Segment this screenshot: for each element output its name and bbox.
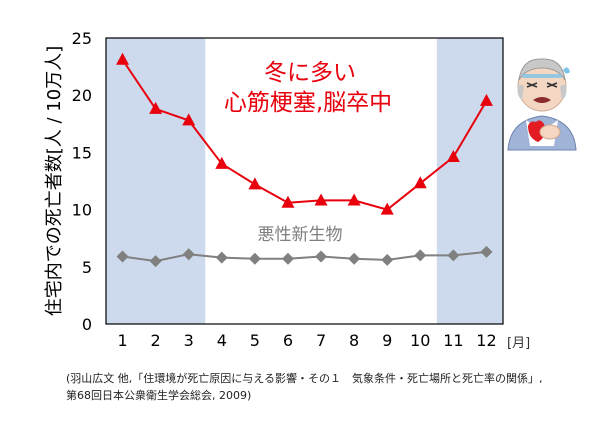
x-tick-label: 1 [117, 331, 127, 350]
elderly-man-chest-pain-icon [507, 58, 577, 151]
y-tick-label: 15 [72, 143, 92, 162]
annotation-cancer: 悪性新生物 [258, 225, 343, 245]
x-tick-label: 10 [410, 331, 430, 350]
data-point-cancer [116, 250, 129, 263]
data-point-cancer [480, 245, 493, 258]
x-tick-label: 6 [283, 331, 293, 350]
data-point-cancer [215, 251, 228, 264]
y-tick-label: 10 [72, 201, 92, 220]
shaded-band-2 [436, 38, 503, 324]
data-point-heart-stroke [182, 113, 196, 126]
x-tick-label: 7 [316, 331, 326, 350]
data-point-heart-stroke [479, 93, 493, 106]
data-point-cancer [315, 250, 328, 263]
x-tick-label: 8 [349, 331, 359, 350]
series-line-heart-stroke [121, 59, 488, 211]
x-tick-label: 9 [382, 331, 392, 350]
data-point-cancer [447, 249, 460, 262]
data-point-heart-stroke [149, 101, 163, 114]
data-point-cancer [348, 252, 361, 265]
x-tick-label: 11 [443, 331, 463, 350]
y-tick-label: 25 [72, 29, 92, 48]
data-point-cancer [414, 249, 427, 262]
citation-line-1: (羽山広文 他,「住環境が死亡原因に与える影響・その１ 気象条件・死亡場所と死亡… [66, 371, 542, 385]
x-tick-label: 2 [151, 331, 161, 350]
y-axis-label: 住宅内での死亡者数[人 / 10万人] [44, 46, 65, 316]
x-tick-label: 12 [476, 331, 496, 350]
y-tick-labels: 0 5 10 15 20 25 [72, 29, 92, 334]
shaded-band-1 [106, 38, 206, 324]
axes [105, 37, 504, 325]
data-point-heart-stroke [314, 193, 328, 206]
data-point-cancer [281, 252, 294, 265]
y-tick-label: 0 [82, 315, 92, 334]
annotation-winter: 冬に多い [264, 60, 356, 86]
data-point-heart-stroke [413, 176, 427, 189]
data-point-cancer [149, 255, 162, 268]
shaded-bands [106, 38, 503, 324]
data-point-cancer [248, 252, 261, 265]
x-tick-labels: 1 2 3 4 5 6 7 8 9 10 11 12 [117, 331, 496, 350]
series-group [116, 52, 493, 268]
data-point-heart-stroke [380, 202, 394, 215]
annotation-heart-stroke: 心筋梗塞,脳卒中 [224, 90, 392, 116]
data-point-cancer [182, 248, 195, 261]
y-tick-label: 20 [72, 86, 92, 105]
x-unit-label: [月] [507, 336, 530, 351]
data-point-heart-stroke [347, 193, 361, 206]
data-point-heart-stroke [215, 156, 229, 169]
y-tick-label: 5 [82, 258, 92, 277]
data-point-heart-stroke [248, 177, 262, 190]
citation-line-2: 第68回日本公衆衛生学会総会, 2009) [66, 388, 251, 402]
x-tick-label: 4 [217, 331, 227, 350]
x-tick-label: 3 [184, 331, 194, 350]
plot-frame [105, 37, 504, 325]
data-point-heart-stroke [446, 149, 460, 162]
x-tick-label: 5 [250, 331, 260, 350]
data-point-heart-stroke [116, 52, 130, 65]
data-point-heart-stroke [281, 195, 295, 208]
data-point-cancer [381, 253, 394, 266]
